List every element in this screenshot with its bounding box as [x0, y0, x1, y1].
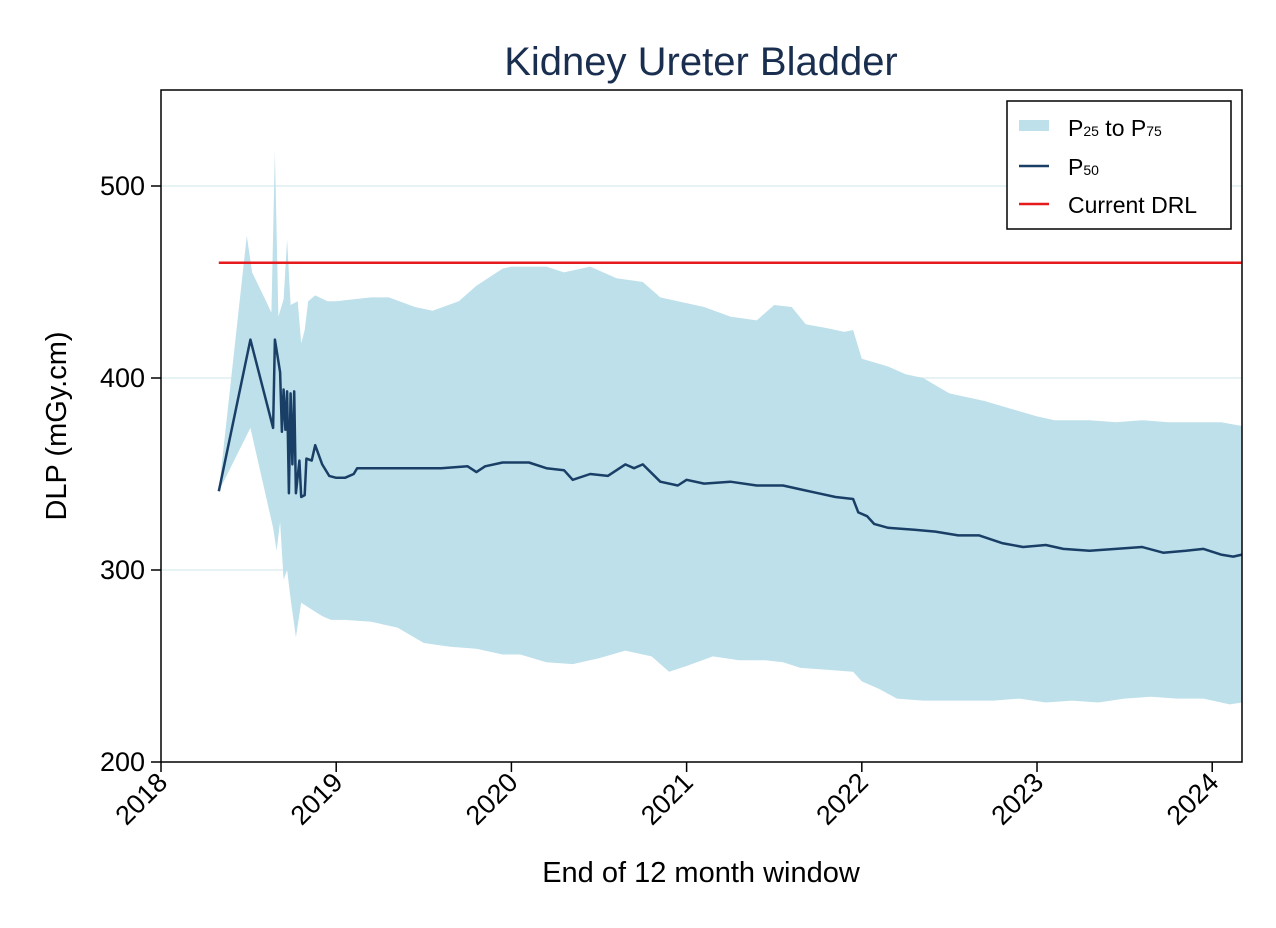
legend-median-p: P	[1068, 154, 1083, 180]
legend-band-sub75: 75	[1146, 123, 1162, 139]
x-axis: 2018 2019 2020 2021 2022 2023 2024	[110, 762, 1225, 831]
y-axis: 200 300 400 500	[100, 171, 161, 777]
x-tick-label: 2022	[810, 767, 874, 831]
y-tick-label: 300	[100, 555, 145, 585]
x-tick-label: 2019	[285, 767, 349, 831]
x-tick-label: 2020	[460, 767, 524, 831]
chart-title: Kidney Ureter Bladder	[504, 40, 898, 84]
legend-band-label: P25 to P75	[1068, 115, 1162, 141]
y-tick-label: 500	[100, 171, 145, 201]
plot-frame	[160, 89, 1243, 763]
legend-median-sub50: 50	[1083, 162, 1099, 178]
x-axis-label: End of 12 month window	[542, 857, 861, 889]
legend: P25 to P75 P50 Current DRL	[1006, 100, 1232, 230]
p50-median-line	[217, 338, 1243, 558]
legend-band-swatch	[1019, 120, 1049, 131]
x-tick-label: 2023	[986, 767, 1050, 831]
y-tick-label: 200	[100, 747, 145, 777]
x-tick-label: 2024	[1161, 767, 1225, 831]
legend-band-to: to P	[1099, 115, 1146, 141]
x-tick-label: 2021	[635, 767, 699, 831]
y-axis-label: DLP (mGy.cm)	[41, 331, 73, 520]
legend-band-p: P	[1068, 115, 1083, 141]
y-tick-label: 400	[100, 363, 145, 393]
legend-drl-label: Current DRL	[1068, 192, 1197, 218]
legend-band-sub25: 25	[1083, 123, 1099, 139]
legend-median-label: P50	[1068, 154, 1099, 180]
p25-p75-band	[218, 151, 1243, 705]
